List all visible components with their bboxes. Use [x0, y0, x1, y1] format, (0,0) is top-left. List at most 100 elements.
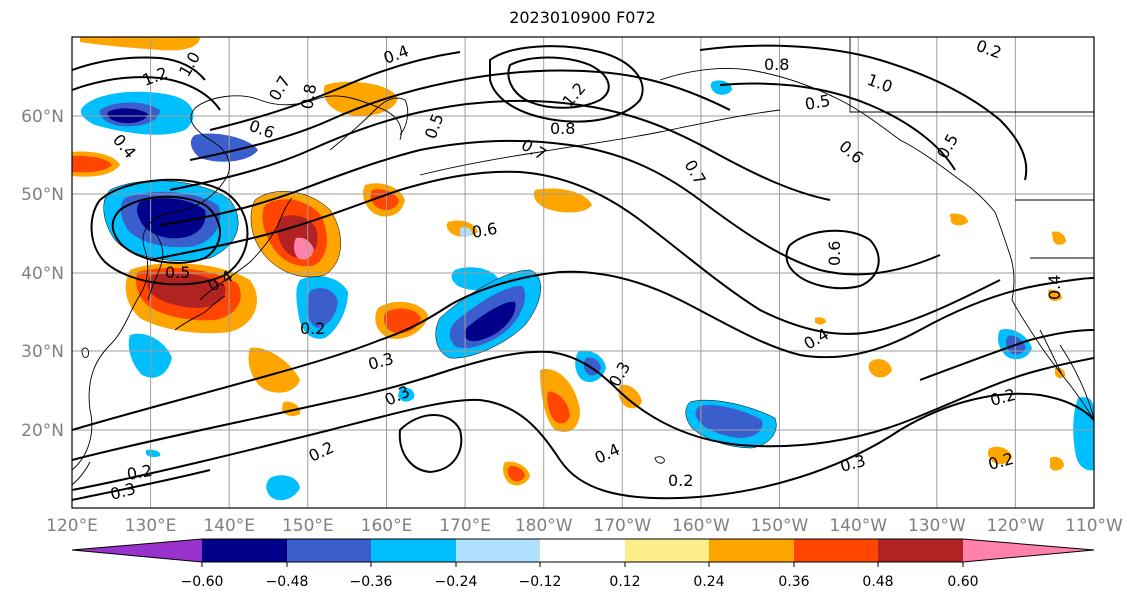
lon-tick-label: 130°W: [908, 516, 966, 536]
contour-label: 0.2: [974, 36, 1004, 63]
contour-label: 0.5: [933, 130, 962, 162]
colorbar-swatch: [878, 539, 963, 562]
lon-tick-label: 180°W: [515, 516, 573, 536]
shade-orange-e3: [1050, 456, 1064, 471]
colorbar-tick-label: 0.36: [778, 574, 809, 590]
shade-orange-e4: [950, 213, 968, 226]
coastlines: [72, 37, 1094, 486]
contour-label: 0.3: [366, 349, 396, 374]
colorbar-swatch: [709, 539, 794, 562]
coast-taiwan: [81, 347, 89, 359]
border-ca-us: [849, 37, 1094, 113]
contour-label: 0.2: [668, 471, 693, 490]
shade-orange-e8: [815, 317, 826, 325]
colorbar-swatch: [287, 539, 371, 562]
lon-tick-label: 140°W: [829, 516, 887, 536]
lon-tick-label: 120°E: [46, 516, 98, 536]
contour-low-east: [785, 229, 880, 290]
contour-label: 0.8: [764, 55, 789, 74]
shade-navy-c2: [464, 301, 516, 342]
contour-label: 0.4: [109, 130, 140, 162]
contour-label: 0.2: [306, 438, 337, 466]
contour-03-mid: [72, 270, 1094, 431]
contour-02-east: [919, 329, 1094, 381]
colorbar-swatch: [202, 539, 287, 562]
lat-tick-label: 30°N: [21, 342, 64, 362]
colorbar-swatch: [371, 539, 456, 562]
contour-label: 0.2: [125, 461, 153, 484]
contour-04-mid: [149, 170, 1001, 335]
contour-label: 0.6: [825, 241, 844, 266]
contour-label: 0.5: [165, 263, 190, 282]
contour-03-south: [72, 350, 1094, 461]
coast-aleutians: [419, 109, 781, 176]
contour-label: 0.3: [838, 451, 868, 476]
shade-orange-top: [80, 37, 200, 51]
shade-orange-c5: [533, 188, 592, 213]
lat-tick-label: 40°N: [21, 264, 64, 284]
colorbar-swatch: [540, 539, 625, 562]
contour-12-nw: [72, 56, 206, 81]
colorbar: −0.60 −0.48 −0.36 −0.24 −0.12 0.12 0.24 …: [71, 538, 1095, 590]
coast-bc: [994, 211, 1015, 301]
contour-label: 0.3: [605, 358, 634, 390]
coast-baja: [1039, 329, 1063, 376]
map-frame: [71, 36, 1095, 509]
shade-orange-c2: [248, 347, 300, 393]
contour-label: 0.6: [247, 116, 277, 143]
shade-orange-e5: [1052, 231, 1066, 245]
colorbar-swatch: [963, 539, 1094, 562]
contour-east-arc2: [719, 82, 956, 171]
contour-east-arc: [699, 44, 1028, 181]
coast-japan: [199, 197, 293, 301]
contour-label: 0.7: [265, 72, 294, 104]
contour-05-mid: [159, 139, 941, 276]
coast-philippines: [72, 461, 91, 486]
contour-label: 0.8: [297, 82, 320, 110]
lon-tick-label: 170°E: [439, 516, 491, 536]
lon-tick-label: 150°W: [751, 516, 809, 536]
colorbar-swatch: [794, 539, 878, 562]
shade-red-w: [72, 155, 112, 173]
colorbar-tick-label: 0.48: [862, 574, 893, 590]
shade-blue-s7: [710, 80, 732, 95]
contour-japan-low2: [90, 178, 249, 286]
contour-label: 0.6: [835, 137, 867, 168]
contour-label: 1.2: [140, 63, 170, 90]
shade-darkblue-c1: [306, 288, 338, 328]
shade-blue-s9: [146, 449, 161, 458]
lat-axis: 20°N 30°N 40°N 50°N 60°N: [21, 107, 64, 441]
colorbar-swatch: [456, 539, 540, 562]
contour-lines: [72, 44, 1094, 501]
contour-label: 0.2: [988, 385, 1018, 410]
contour-02-south: [72, 392, 1094, 500]
colorbar-tick-label: −0.60: [181, 574, 224, 590]
shade-orange-e6: [1048, 289, 1062, 301]
coast-alaska: [659, 68, 996, 213]
contour-high-center: [489, 45, 644, 123]
lon-tick-label: 110°W: [1065, 516, 1123, 536]
contour-label: 0.7: [518, 135, 550, 164]
coast-mexico: [1059, 344, 1094, 426]
colorbar-tick-label: 0.24: [693, 574, 724, 590]
lon-tick-label: 160°E: [361, 516, 413, 536]
lat-tick-label: 50°N: [21, 185, 64, 205]
shade-orange-okh: [323, 81, 398, 116]
colorbar-tick-label: 0.12: [609, 574, 640, 590]
lon-tick-label: 130°E: [125, 516, 177, 536]
lon-tick-label: 160°W: [672, 516, 730, 536]
lat-tick-label: 60°N: [21, 107, 64, 127]
shade-blue-s8: [398, 387, 415, 402]
coast-hawaii: [654, 456, 665, 464]
colorbar-swatch: [625, 539, 709, 562]
contour-08-north: [209, 51, 461, 131]
contour-label: 0.4: [592, 440, 623, 468]
shade-orange-c6: [618, 384, 642, 409]
map-gridlines: [72, 37, 1094, 508]
contour-south-west: [72, 469, 211, 501]
contour-label: 0.8: [550, 119, 575, 138]
shade-red-c3: [547, 391, 570, 424]
colorbar-tick-label: 0.60: [947, 574, 978, 590]
colorbar-tick-label: −0.24: [435, 574, 478, 590]
